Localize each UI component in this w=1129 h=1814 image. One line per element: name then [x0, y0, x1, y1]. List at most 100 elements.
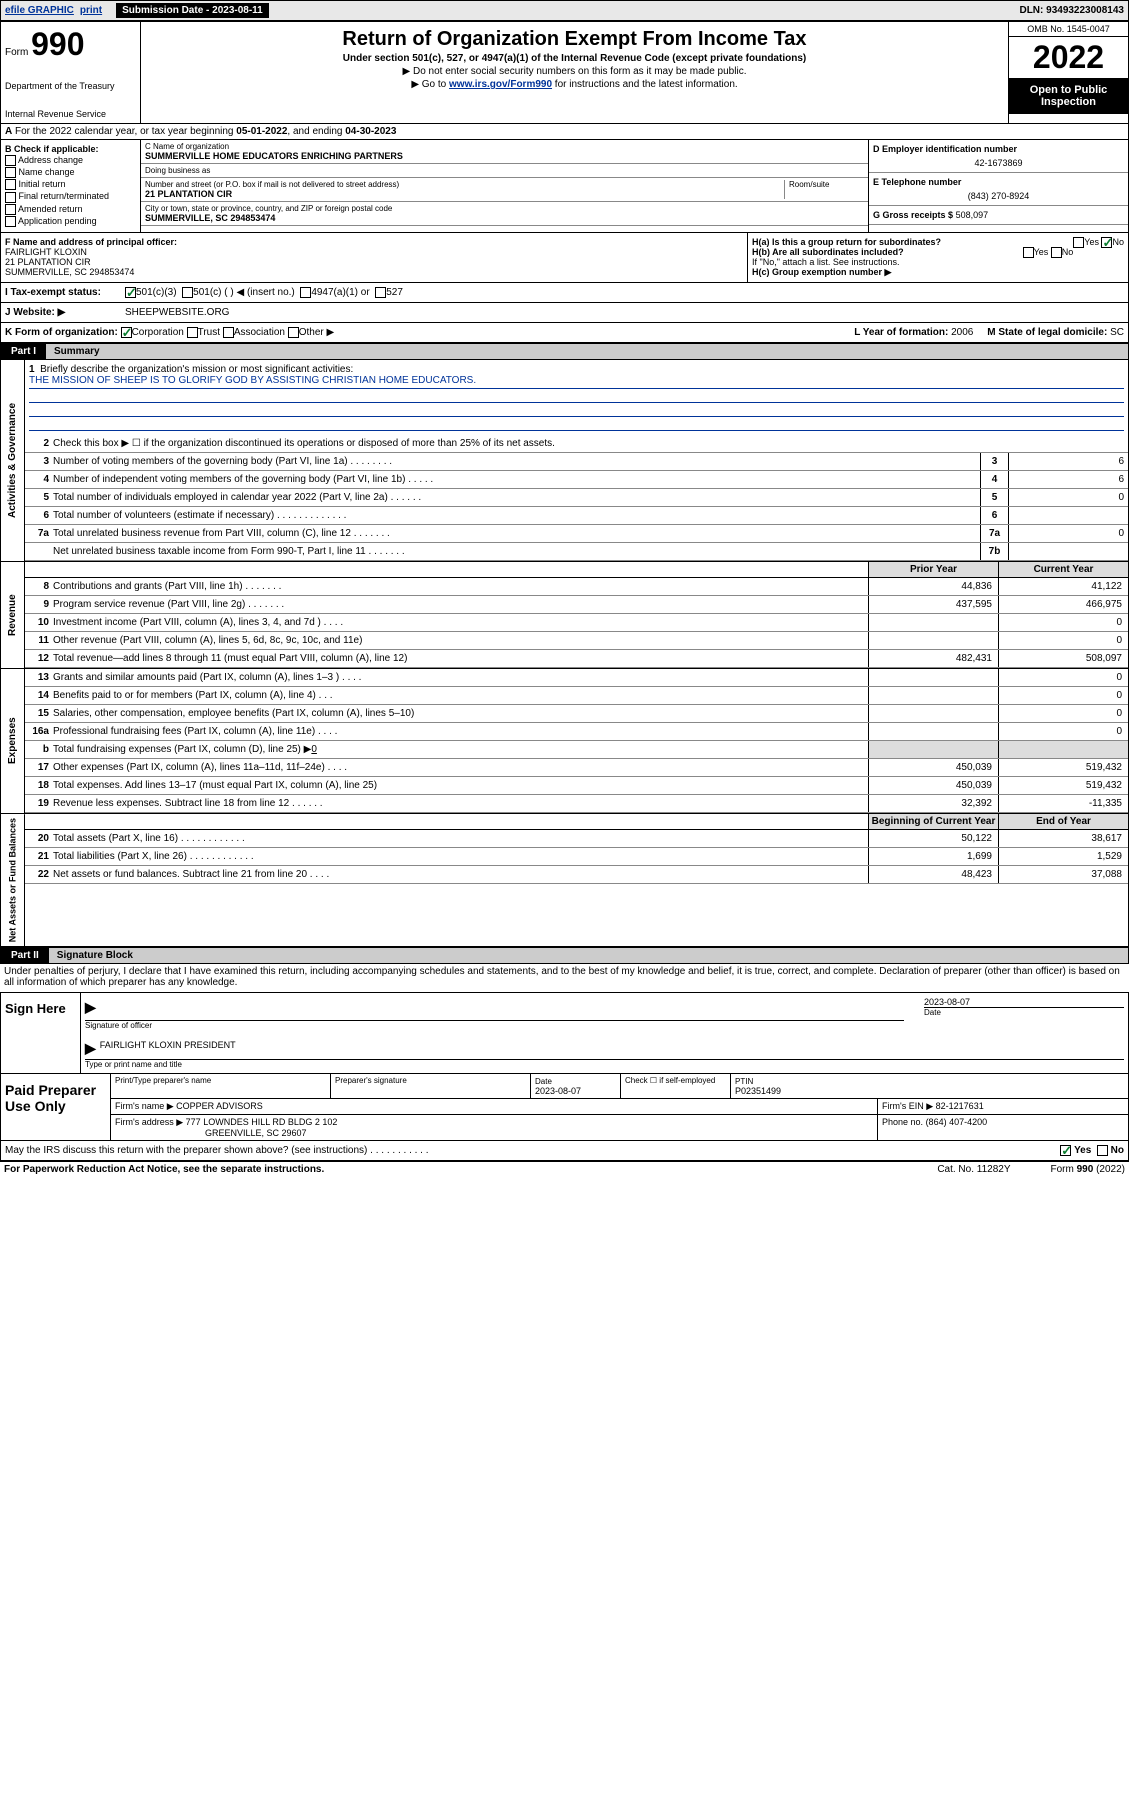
form-label: Form: [5, 47, 28, 58]
telephone: (843) 270-8924: [873, 191, 1124, 201]
signature-block: Sign Here ▶ Signature of officer 2023-08…: [0, 992, 1129, 1074]
prep-date: 2023-08-07: [535, 1086, 581, 1096]
l18-prior: 450,039: [868, 777, 998, 794]
l14-prior: [868, 687, 998, 704]
sign-date: 2023-08-07: [924, 997, 1124, 1007]
open-to-public: Open to Public Inspection: [1009, 78, 1128, 114]
city-state-zip: SUMMERVILLE, SC 294853474: [145, 213, 864, 223]
section-defg: D Employer identification number 42-1673…: [868, 140, 1128, 232]
part2-header: Part II Signature Block: [0, 947, 1129, 964]
header-bar: efile GRAPHIC print Submission Date - 20…: [0, 0, 1129, 21]
501c3-checkbox[interactable]: [125, 287, 136, 298]
line4-val: 6: [1008, 471, 1128, 488]
declaration: Under penalties of perjury, I declare th…: [0, 964, 1129, 990]
l17-current: 519,432: [998, 759, 1128, 776]
irs-link[interactable]: www.irs.gov/Form990: [449, 79, 552, 90]
preparer-block: Paid Preparer Use Only Print/Type prepar…: [0, 1074, 1129, 1141]
mission-text: THE MISSION OF SHEEP IS TO GLORIFY GOD B…: [29, 375, 1124, 389]
revenue-block: Revenue Prior YearCurrent Year 8Contribu…: [0, 562, 1129, 669]
form-note1: ▶ Do not enter social security numbers o…: [149, 66, 1000, 77]
l22-current: 37,088: [998, 866, 1128, 883]
l9-current: 466,975: [998, 596, 1128, 613]
l8-current: 41,122: [998, 578, 1128, 595]
l22-prior: 48,423: [868, 866, 998, 883]
part1-header: Part I Summary: [0, 343, 1129, 360]
l17-prior: 450,039: [868, 759, 998, 776]
firm-addr: 777 LOWNDES HILL RD BLDG 2 102: [186, 1117, 338, 1127]
l18-current: 519,432: [998, 777, 1128, 794]
section-i: I Tax-exempt status: 501(c)(3) 501(c) ( …: [0, 283, 1129, 303]
section-j: J Website: ▶ SHEEPWEBSITE.ORG: [0, 303, 1129, 323]
firm-ein: 82-1217631: [936, 1101, 984, 1111]
corporation-checkbox[interactable]: [121, 327, 132, 338]
website: SHEEPWEBSITE.ORG: [125, 307, 229, 318]
officer-print-name: FAIRLIGHT KLOXIN PRESIDENT: [100, 1040, 236, 1057]
ptin: P02351499: [735, 1086, 781, 1096]
form-number: 990: [31, 26, 84, 62]
print-link[interactable]: print: [80, 5, 102, 16]
l15-prior: [868, 705, 998, 722]
section-a: A For the 2022 calendar year, or tax yea…: [0, 124, 1129, 140]
expenses-block: Expenses 13Grants and similar amounts pa…: [0, 669, 1129, 814]
l20-prior: 50,122: [868, 830, 998, 847]
section-bcdefg: B Check if applicable: Address change Na…: [0, 140, 1129, 233]
l16a-prior: [868, 723, 998, 740]
officer-addr1: 21 PLANTATION CIR: [5, 257, 743, 267]
line7b-val: [1008, 543, 1128, 560]
l10-current: 0: [998, 614, 1128, 631]
firm-addr2: GREENVILLE, SC 29607: [205, 1128, 307, 1138]
section-b: B Check if applicable: Address change Na…: [1, 140, 141, 232]
section-c: C Name of organization SUMMERVILLE HOME …: [141, 140, 868, 232]
line3-val: 6: [1008, 453, 1128, 470]
tax-year: 2022: [1009, 37, 1128, 78]
l8-prior: 44,836: [868, 578, 998, 595]
l11-current: 0: [998, 632, 1128, 649]
line6-val: [1008, 507, 1128, 524]
l13-prior: [868, 669, 998, 686]
officer-addr2: SUMMERVILLE, SC 294853474: [5, 267, 743, 277]
l21-prior: 1,699: [868, 848, 998, 865]
org-name: SUMMERVILLE HOME EDUCATORS ENRICHING PAR…: [145, 151, 864, 161]
netassets-block: Net Assets or Fund Balances Beginning of…: [0, 814, 1129, 947]
l19-current: -11,335: [998, 795, 1128, 812]
irs-label: Internal Revenue Service: [5, 109, 136, 119]
ein: 42-1673869: [873, 158, 1124, 168]
form-note2: ▶ Go to www.irs.gov/Form990 for instruct…: [149, 79, 1000, 90]
firm-name: COPPER ADVISORS: [176, 1101, 263, 1111]
l20-current: 38,617: [998, 830, 1128, 847]
l11-prior: [868, 632, 998, 649]
l14-current: 0: [998, 687, 1128, 704]
l13-current: 0: [998, 669, 1128, 686]
l9-prior: 437,595: [868, 596, 998, 613]
l19-prior: 32,392: [868, 795, 998, 812]
section-klm: K Form of organization: Corporation Trus…: [0, 323, 1129, 343]
section-fh: F Name and address of principal officer:…: [0, 233, 1129, 283]
submission-date-label: Submission Date - 2023-08-11: [116, 3, 269, 18]
l16a-current: 0: [998, 723, 1128, 740]
page-footer: For Paperwork Reduction Act Notice, see …: [0, 1161, 1129, 1177]
l15-current: 0: [998, 705, 1128, 722]
efile-link[interactable]: efile GRAPHIC: [5, 5, 74, 16]
l12-current: 508,097: [998, 650, 1128, 667]
l12-prior: 482,431: [868, 650, 998, 667]
irs-yes-checkbox[interactable]: [1060, 1145, 1071, 1156]
firm-phone: (864) 407-4200: [926, 1117, 988, 1127]
form-subtitle: Under section 501(c), 527, or 4947(a)(1)…: [149, 53, 1000, 64]
street-address: 21 PLANTATION CIR: [145, 189, 784, 199]
department: Department of the Treasury: [5, 81, 136, 91]
ha-no-checkbox[interactable]: [1101, 237, 1112, 248]
governance-block: Activities & Governance 1 Briefly descri…: [0, 360, 1129, 562]
state-domicile: SC: [1110, 327, 1124, 338]
l10-prior: [868, 614, 998, 631]
dln: DLN: 93493223008143: [1019, 5, 1124, 16]
form-title: Return of Organization Exempt From Incom…: [149, 28, 1000, 51]
may-irs-row: May the IRS discuss this return with the…: [0, 1141, 1129, 1161]
year-formation: 2006: [951, 327, 973, 338]
gross-receipts: 508,097: [956, 210, 989, 220]
form-header: Form 990 Department of the Treasury Inte…: [0, 21, 1129, 124]
line5-val: 0: [1008, 489, 1128, 506]
omb-number: OMB No. 1545-0047: [1009, 22, 1128, 37]
officer-name: FAIRLIGHT KLOXIN: [5, 247, 743, 257]
line7a-val: 0: [1008, 525, 1128, 542]
l21-current: 1,529: [998, 848, 1128, 865]
